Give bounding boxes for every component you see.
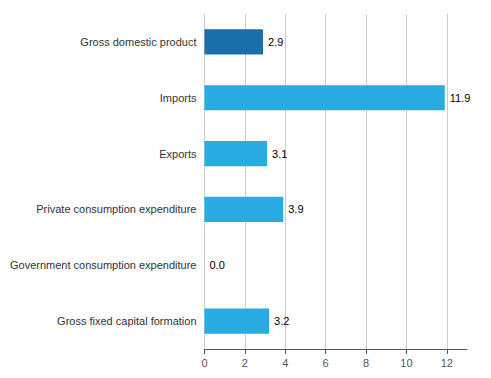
svg-text:6: 6 — [323, 357, 329, 369]
svg-text:Private consumption expenditur: Private consumption expenditure — [36, 203, 196, 215]
svg-text:11.9: 11.9 — [450, 92, 471, 104]
svg-text:Government consumption expendi: Government consumption expenditure — [10, 259, 197, 271]
svg-text:Gross domestic product: Gross domestic product — [80, 36, 196, 48]
svg-text:Exports: Exports — [159, 148, 197, 160]
svg-text:10: 10 — [400, 357, 412, 369]
svg-text:3.1: 3.1 — [272, 148, 287, 160]
svg-text:2: 2 — [242, 357, 248, 369]
svg-text:3.2: 3.2 — [274, 315, 289, 327]
svg-text:Gross fixed capital formation: Gross fixed capital formation — [57, 315, 196, 327]
svg-text:8: 8 — [363, 357, 369, 369]
svg-text:12: 12 — [441, 357, 453, 369]
svg-text:0.0: 0.0 — [209, 259, 224, 271]
svg-text:2.9: 2.9 — [268, 36, 283, 48]
svg-text:Imports: Imports — [160, 92, 197, 104]
svg-text:3.9: 3.9 — [288, 203, 303, 215]
svg-text:4: 4 — [282, 357, 288, 369]
svg-text:0: 0 — [201, 357, 207, 369]
